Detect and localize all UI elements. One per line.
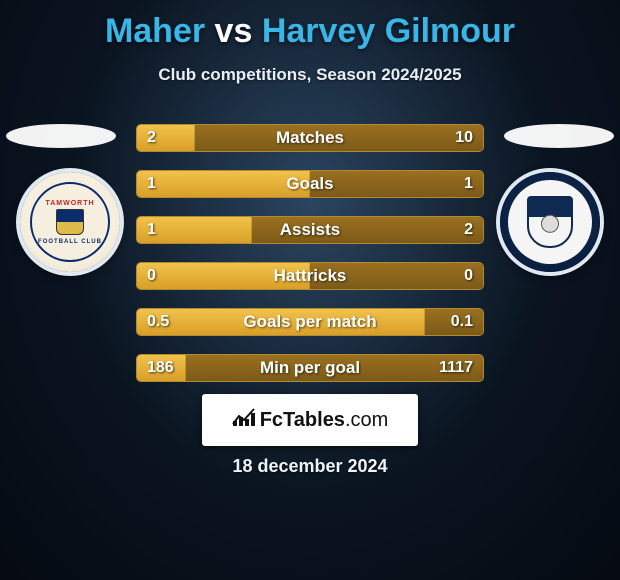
- stat-label: Matches: [137, 125, 483, 151]
- player1-silhouette: [6, 124, 116, 148]
- player2-silhouette: [504, 124, 614, 148]
- stat-row: 1861117Min per goal: [136, 354, 484, 382]
- logo-chart-icon: [232, 407, 256, 433]
- stat-row: 12Assists: [136, 216, 484, 244]
- stat-row: 210Matches: [136, 124, 484, 152]
- stat-label: Min per goal: [137, 355, 483, 381]
- crest-right-shield-icon: [527, 196, 573, 248]
- stat-label: Goals per match: [137, 309, 483, 335]
- fctables-logo: FcTables.com: [202, 394, 418, 446]
- stat-label: Goals: [137, 171, 483, 197]
- comparison-title: Maher vs Harvey Gilmour: [0, 0, 620, 51]
- stat-row: 0.50.1Goals per match: [136, 308, 484, 336]
- crest-left-name: TAMWORTH: [45, 200, 94, 207]
- stat-row: 11Goals: [136, 170, 484, 198]
- logo-text: FcTables: [260, 409, 345, 432]
- crest-left-sub: FOOTBALL CLUB: [38, 239, 102, 245]
- snapshot-date: 18 december 2024: [0, 456, 620, 477]
- crest-right-inner: [508, 180, 592, 264]
- club-crest-left: TAMWORTH FOOTBALL CLUB: [20, 172, 120, 272]
- player1-name: Maher: [105, 12, 205, 50]
- season-subtitle: Club competitions, Season 2024/2025: [0, 65, 620, 85]
- stat-label: Assists: [137, 217, 483, 243]
- stat-label: Hattricks: [137, 263, 483, 289]
- stat-row: 00Hattricks: [136, 262, 484, 290]
- club-crest-right: [500, 172, 600, 272]
- logo-tld: .com: [345, 409, 388, 432]
- comparison-bars: 210Matches 11Goals 12Assists 00Hattricks 0.5…: [136, 124, 484, 400]
- crest-left-shield-icon: [56, 209, 84, 235]
- vs-label: vs: [215, 12, 253, 50]
- player2-name: Harvey Gilmour: [262, 12, 515, 50]
- crest-left-inner: TAMWORTH FOOTBALL CLUB: [30, 182, 110, 262]
- crest-right-ball-icon: [541, 215, 559, 233]
